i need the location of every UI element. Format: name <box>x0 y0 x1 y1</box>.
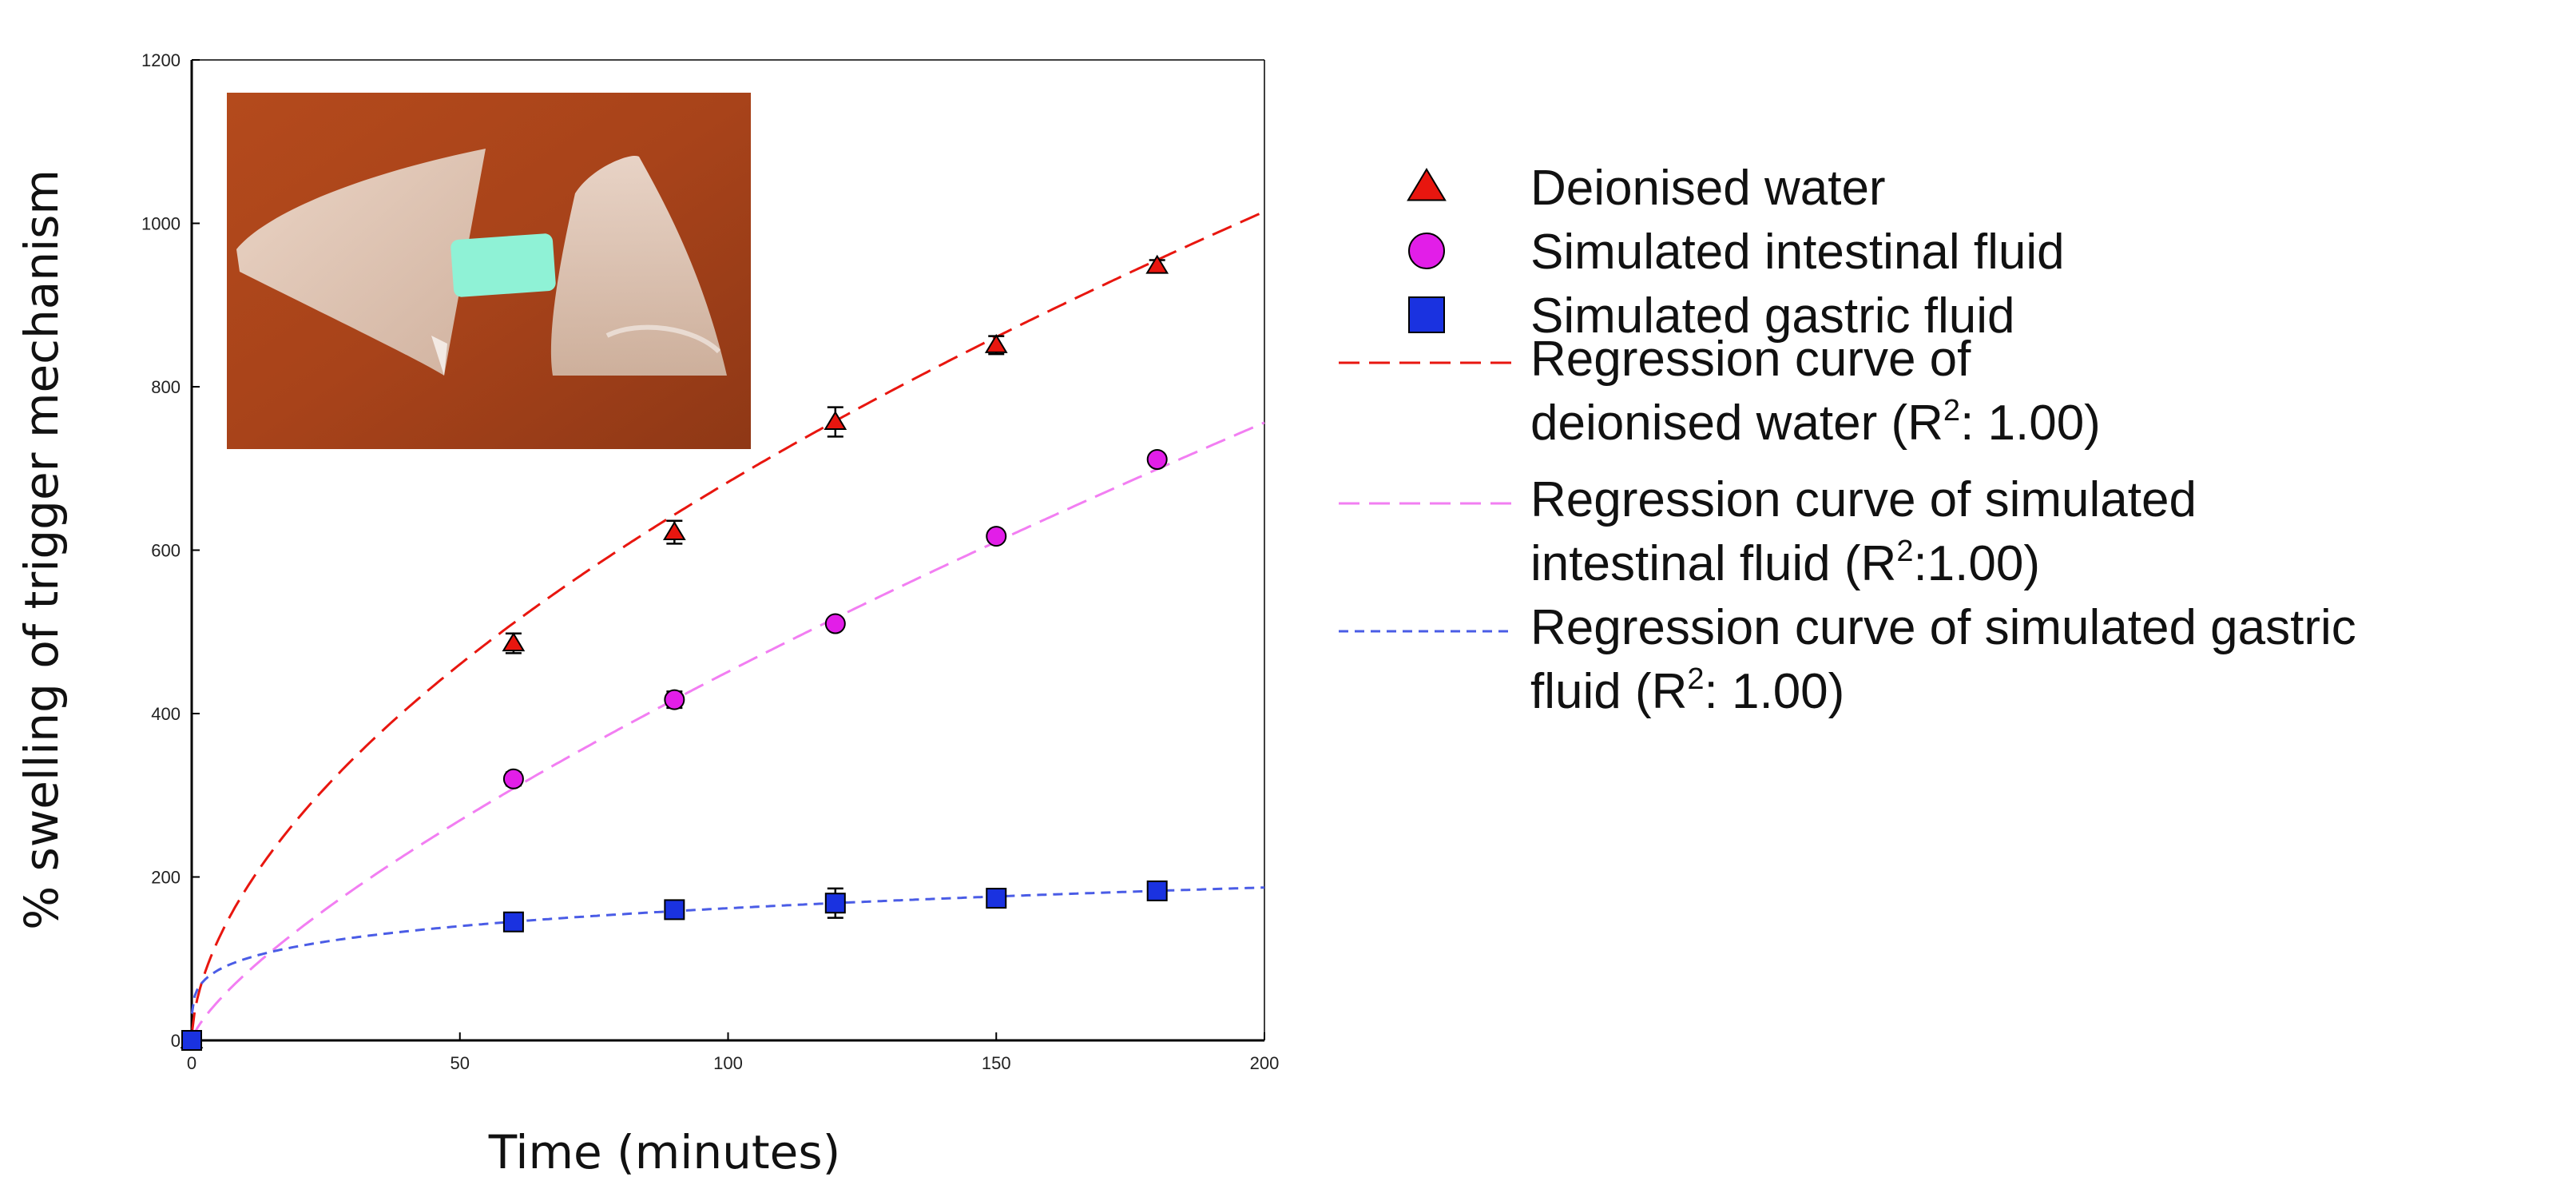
data-point-triangle <box>824 411 847 430</box>
inset-photo <box>227 93 751 449</box>
legend-label: Regression curve of simulated <box>1530 472 2197 527</box>
x-tick-label: 0 <box>187 1053 196 1073</box>
y-tick-label: 1200 <box>141 50 181 70</box>
legend-label: intestinal fluid (R2:1.00) <box>1530 535 2040 591</box>
data-point-square <box>181 1030 202 1051</box>
legend-label: deionised water (R2: 1.00) <box>1530 394 2101 451</box>
data-point-square <box>1146 880 1168 901</box>
legend-marker-square <box>1408 296 1445 333</box>
y-tick-label: 600 <box>151 541 181 561</box>
data-point-triangle <box>502 632 526 652</box>
legend-label: Simulated intestinal fluid <box>1530 225 2065 280</box>
data-point-square <box>502 911 524 933</box>
y-tick-label: 200 <box>151 868 181 888</box>
legend-marker-triangle <box>1407 168 1447 201</box>
legend-marker-circle <box>1408 233 1445 269</box>
x-axis-title: Time (minutes) <box>488 1125 840 1179</box>
regression-curves <box>190 210 1265 1040</box>
y-tick-label: 0 <box>171 1031 181 1051</box>
data-point-triangle <box>1145 254 1169 274</box>
y-axis-title: % swelling of trigger mechanism <box>14 169 69 930</box>
legend-label: Regression curve of simulated gastric <box>1530 600 2356 655</box>
y-tick-label: 800 <box>151 377 181 397</box>
axis-ticks: 0 50 100 150 200 0 200 400 600 800 1000 1200 <box>141 50 1279 1073</box>
legend: Deionised water Simulated intestinal flui… <box>1339 161 2356 719</box>
data-point-circle <box>1146 449 1168 471</box>
data-point-circle <box>986 526 1007 547</box>
legend-label: Regression curve of <box>1530 332 1971 387</box>
x-tick-label: 200 <box>1250 1053 1280 1073</box>
regression-curve-1 <box>190 210 1265 1033</box>
data-point-square <box>986 888 1007 909</box>
data-point-circle <box>502 768 524 789</box>
data-point-triangle <box>662 521 686 541</box>
legend-label: Simulated gastric fluid <box>1530 288 2015 344</box>
y-tick-label: 1000 <box>141 214 181 234</box>
x-tick-label: 100 <box>713 1053 743 1073</box>
x-tick-label: 150 <box>982 1053 1011 1073</box>
regression-curve-3 <box>190 886 1265 1014</box>
x-tick-label: 50 <box>451 1053 470 1073</box>
legend-label: fluid (R2: 1.00) <box>1530 662 1844 719</box>
data-point-circle <box>664 689 685 710</box>
legend-label: Deionised water <box>1530 161 1886 216</box>
data-point-circle <box>824 613 846 634</box>
regression-curve-2 <box>190 421 1265 1040</box>
data-points <box>180 254 1169 1051</box>
data-point-square <box>824 893 846 914</box>
data-point-square <box>664 899 685 921</box>
data-point-triangle <box>984 333 1008 353</box>
y-tick-label: 400 <box>151 704 181 724</box>
